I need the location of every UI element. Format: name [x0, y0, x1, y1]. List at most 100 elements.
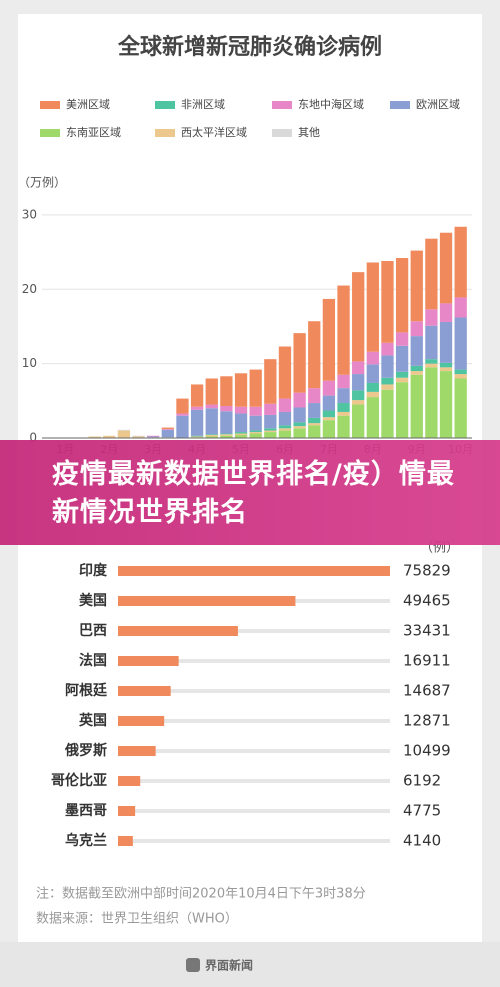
bar-segment [352, 361, 365, 375]
bar-segment [366, 364, 379, 383]
bar-segment [454, 374, 467, 379]
bar [118, 626, 238, 636]
bar-segment [117, 429, 131, 431]
bar-segment [293, 392, 306, 408]
bar-track [118, 629, 390, 633]
chart-title: 全球新增新冠肺炎确诊病例 [117, 34, 382, 60]
bar-segment [264, 359, 277, 404]
bar-segment [322, 410, 336, 418]
bar-segment [205, 436, 218, 438]
bar-segment [278, 346, 292, 399]
bar-segment [395, 258, 409, 333]
bar [118, 836, 133, 846]
legend-swatch [155, 101, 175, 109]
value-label: 75829 [403, 562, 451, 580]
bar-segment [410, 250, 423, 322]
category-label: 阿根廷 [65, 682, 108, 699]
category-label: 哥伦比亚 [51, 772, 107, 789]
legend-label: 欧洲区域 [416, 98, 460, 111]
bar-segment [249, 369, 262, 407]
bar-segment [234, 435, 248, 438]
y-tick-label: 20 [22, 282, 37, 296]
bar [118, 776, 141, 786]
legend-swatch [272, 101, 292, 109]
bar-segment [293, 422, 306, 427]
bar-track [118, 839, 390, 843]
bar-segment [161, 429, 174, 430]
footer-brand: 界面新闻 [205, 958, 253, 973]
bar-segment [425, 363, 438, 368]
bar-segment [132, 435, 145, 437]
bar-segment [366, 391, 379, 398]
legend-label: 东地中海区域 [298, 97, 364, 111]
category-label: 墨西哥 [65, 803, 107, 819]
bar-segment [395, 371, 409, 378]
bar-segment [278, 428, 292, 431]
value-label: 4140 [403, 832, 441, 850]
bar-segment [190, 409, 204, 436]
bar [118, 596, 296, 606]
bar-segment [454, 297, 467, 318]
bar-segment [454, 378, 467, 438]
bar [118, 656, 179, 666]
bar-segment [220, 406, 233, 412]
bar-segment [234, 413, 248, 433]
bar-segment [439, 303, 453, 322]
category-label: 法国 [79, 652, 107, 669]
bar-segment [264, 432, 277, 438]
bar-segment [249, 430, 262, 433]
bar-segment [147, 435, 160, 437]
bar-segment [190, 406, 204, 410]
y-tick-label: 30 [22, 207, 37, 221]
bar-segment [381, 384, 394, 390]
bar-segment [322, 395, 336, 411]
bar-segment [337, 374, 350, 389]
value-label: 10499 [403, 742, 451, 760]
bar-segment [176, 415, 189, 438]
bar-segment [337, 415, 350, 438]
bar-segment [103, 435, 116, 438]
bar-segment [366, 351, 379, 365]
bar [118, 716, 165, 726]
bar-segment [352, 374, 365, 391]
legend-swatch [40, 101, 60, 109]
bar-segment [293, 426, 306, 429]
bar-segment [381, 260, 394, 343]
bar-segment [381, 355, 394, 378]
bar-segment [410, 336, 423, 366]
value-label: 4775 [403, 802, 441, 820]
category-label: 俄罗斯 [64, 742, 107, 759]
bar-segment [381, 377, 394, 385]
bar-segment [205, 404, 218, 409]
bar-segment [147, 436, 160, 438]
bar-segment [337, 403, 350, 412]
bar-segment [190, 435, 204, 437]
bar-segment [278, 425, 292, 429]
legend-label: 东南亚区域 [66, 126, 121, 139]
bar-segment [425, 309, 438, 326]
category-label: 英国 [78, 712, 107, 729]
bar-track [118, 779, 390, 783]
bar-segment [366, 262, 379, 352]
bar-segment [249, 433, 262, 438]
bar-segment [278, 398, 292, 412]
bar-segment [410, 321, 423, 337]
bar-segment [234, 432, 248, 434]
bar-segment [205, 408, 218, 435]
bar-segment [425, 367, 438, 438]
bar-segment [161, 429, 174, 438]
bar-segment [220, 411, 233, 434]
category-label: 美国 [79, 592, 107, 609]
bar-segment [176, 398, 189, 414]
bar-segment [278, 430, 292, 438]
bar-track [118, 689, 390, 693]
bar-segment [322, 380, 336, 396]
bar-segment [132, 436, 145, 438]
category-label: 乌克兰 [65, 832, 107, 849]
bar-segment [366, 382, 379, 392]
bar-segment [205, 435, 218, 437]
legend-swatch [40, 129, 60, 137]
bar-segment [264, 428, 277, 431]
bar-segment [293, 428, 306, 438]
